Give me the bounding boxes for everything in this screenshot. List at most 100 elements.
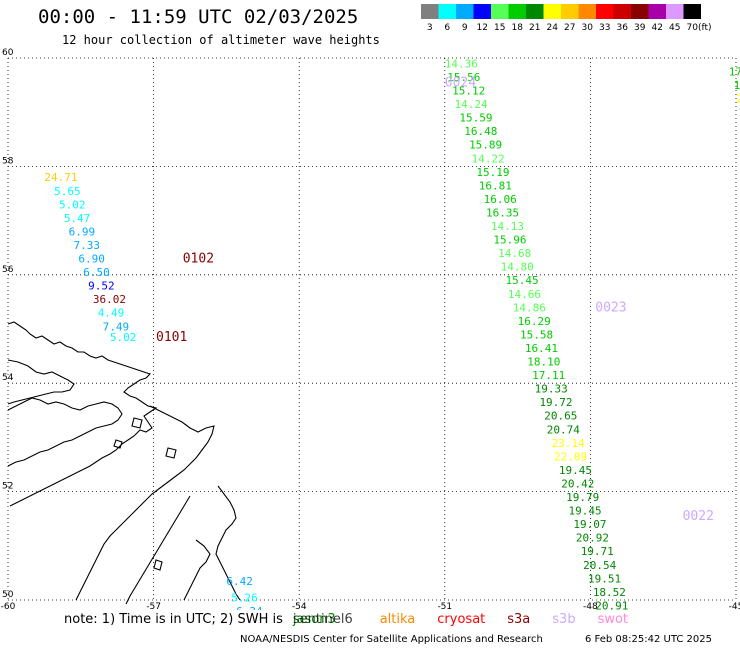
footer-note: note: 1) Time is in UTC; 2) SWH is jason3… bbox=[64, 612, 628, 627]
credit-line: NOAA/NESDIS Center for Satellite Applica… bbox=[240, 634, 543, 645]
page-subtitle: 12 hour collection of altimeter wave hei… bbox=[62, 33, 380, 47]
scale-swatch-12 bbox=[473, 4, 491, 19]
scale-label-18: 18 bbox=[512, 23, 524, 33]
scale-swatch-42 bbox=[648, 4, 666, 19]
scale-label-6: 6 bbox=[444, 23, 450, 33]
coastline-island-2 bbox=[113, 439, 123, 449]
scale-label-36: 36 bbox=[617, 23, 629, 33]
scale-label-27: 27 bbox=[564, 23, 575, 33]
wave-height-label: 19.45 bbox=[559, 464, 592, 477]
scale-swatch-9 bbox=[456, 4, 474, 19]
wave-height-label: 36.02 bbox=[93, 293, 126, 306]
lon-tick--45: -45 bbox=[729, 602, 740, 610]
wave-height-label: 14.36 bbox=[445, 57, 478, 70]
wave-height-label: 9.52 bbox=[88, 280, 115, 293]
generated-timestamp: 6 Feb 08:25:42 UTC 2025 bbox=[585, 634, 712, 645]
scale-swatch-33 bbox=[596, 4, 614, 19]
axis-tick-labels: 60 58 56 54 52 50 -60 -57 -54 -51 -48 -45 bbox=[1, 48, 740, 610]
mission-s3b: s3b bbox=[552, 612, 576, 627]
pass-id-label: 0022 bbox=[683, 509, 714, 524]
scale-swatch-6 bbox=[438, 4, 456, 19]
wave-height-label: 15.58 bbox=[520, 328, 553, 341]
pass-id-label: 0101 bbox=[156, 330, 187, 345]
lon-tick--57: -57 bbox=[146, 602, 161, 610]
wave-height-label: 14.13 bbox=[491, 220, 524, 233]
wave-height-label: 19.33 bbox=[535, 383, 568, 396]
scale-label-9: 9 bbox=[462, 23, 468, 33]
scale-label-30: 30 bbox=[582, 23, 594, 33]
wave-height-label: 16.06 bbox=[484, 193, 517, 206]
scale-swatch-36 bbox=[613, 4, 631, 19]
wave-height-label: 18.10 bbox=[527, 356, 560, 369]
lat-tick-50: 50 bbox=[2, 590, 14, 600]
scale-swatch-30 bbox=[578, 4, 596, 19]
altimeter-tracks: 14.3615.5615.1214.2415.5916.4815.8914.22… bbox=[44, 57, 740, 610]
wave-height-label: 19.07 bbox=[573, 518, 606, 531]
scale-swatch-21 bbox=[526, 4, 544, 19]
wave-height-label: 19.79 bbox=[566, 491, 599, 504]
lon-tick--48: -48 bbox=[583, 602, 598, 610]
wave-height-label: 5.02 bbox=[59, 198, 86, 211]
wave-height-label: 17.9 bbox=[729, 66, 740, 79]
wave-height-label: 5.26 bbox=[231, 591, 258, 604]
scale-swatch-3 bbox=[421, 4, 439, 19]
wave-height-label: 5.47 bbox=[64, 212, 91, 225]
lat-tick-58: 58 bbox=[2, 156, 14, 166]
pass-id-label: 0102 bbox=[183, 252, 214, 267]
wave-height-label: 23.14 bbox=[552, 437, 585, 450]
wave-height-label: 19.71 bbox=[581, 545, 614, 558]
scale-label-15: 15 bbox=[494, 23, 505, 33]
lat-tick-54: 54 bbox=[2, 373, 14, 383]
wave-height-label: 15.59 bbox=[459, 112, 492, 125]
coastline-island-4 bbox=[153, 559, 163, 571]
coastline-island-1 bbox=[131, 417, 143, 429]
wave-height-label: 14.66 bbox=[508, 288, 541, 301]
wave-height-label: 6.50 bbox=[83, 266, 110, 279]
coastline bbox=[7, 321, 241, 605]
scale-swatch-18 bbox=[508, 4, 526, 19]
lon-tick--60: -60 bbox=[1, 602, 16, 610]
lat-tick-60: 60 bbox=[2, 48, 14, 58]
pass-id-label: 0023 bbox=[595, 300, 626, 315]
wave-height-label: 14.24 bbox=[455, 98, 488, 111]
mission-s3a: s3a bbox=[507, 612, 531, 627]
wave-height-label: 6.99 bbox=[69, 225, 96, 238]
scale-label-24: 24 bbox=[547, 23, 559, 33]
coastline-island-3 bbox=[165, 447, 177, 459]
wave-height-label: 24.71 bbox=[44, 171, 77, 184]
pass-0100: 6.425.266.347.508.050100 bbox=[226, 575, 263, 610]
scale-swatch-24 bbox=[543, 4, 561, 19]
scale-label-42: 42 bbox=[652, 23, 663, 33]
pass-0023: 14.8616.2915.5816.4118.1017.1119.3319.72… bbox=[513, 300, 627, 517]
wave-height-label: 6.90 bbox=[78, 253, 105, 266]
wave-height-label: 19.45 bbox=[569, 505, 602, 518]
pass-0102: 24.715.655.025.476.997.336.906.509.5236.… bbox=[44, 171, 214, 333]
wave-height-label: 15.89 bbox=[469, 139, 502, 152]
scale-label-45: 45 bbox=[669, 23, 680, 33]
coastline-labrador-bay bbox=[7, 359, 75, 405]
page-title: 00:00 - 11:59 UTC 02/03/2025 bbox=[38, 6, 359, 28]
wave-height-label: 7.33 bbox=[74, 239, 101, 252]
wave-height-label: 15.12 bbox=[452, 85, 485, 98]
wave-height-label: 16.81 bbox=[479, 179, 512, 192]
wave-height-label: 16.41 bbox=[525, 342, 558, 355]
pass-0022: 19.0720.9219.7120.5419.5118.5220.9118.28… bbox=[573, 509, 714, 610]
wave-height-label: 15.19 bbox=[476, 166, 509, 179]
wave-height-label: 4.49 bbox=[98, 307, 125, 320]
pass-0101: 5.02 0101 bbox=[110, 330, 187, 345]
mission-jason3: jason3 sentinel6 bbox=[292, 612, 353, 627]
coastline-newfoundland-bays bbox=[183, 539, 211, 601]
wave-height-label: 6.42 bbox=[226, 575, 253, 588]
wave-height-label: 15.56 bbox=[447, 71, 480, 84]
lon-tick--54: -54 bbox=[292, 602, 307, 610]
scale-label-70: 70 bbox=[687, 23, 699, 33]
pass-0024: 14.3615.5615.1214.2415.5916.4815.8914.22… bbox=[445, 57, 541, 300]
wave-height-label: 19.51 bbox=[588, 572, 621, 585]
mission-altika: altika bbox=[379, 612, 416, 627]
wave-height-label: 15.96 bbox=[493, 234, 526, 247]
wave-height-label: 14.80 bbox=[501, 261, 534, 274]
wave-height-label: 20.42 bbox=[561, 477, 594, 490]
mission-name: jason3 bbox=[292, 612, 336, 627]
graticule-grid bbox=[7, 57, 737, 601]
